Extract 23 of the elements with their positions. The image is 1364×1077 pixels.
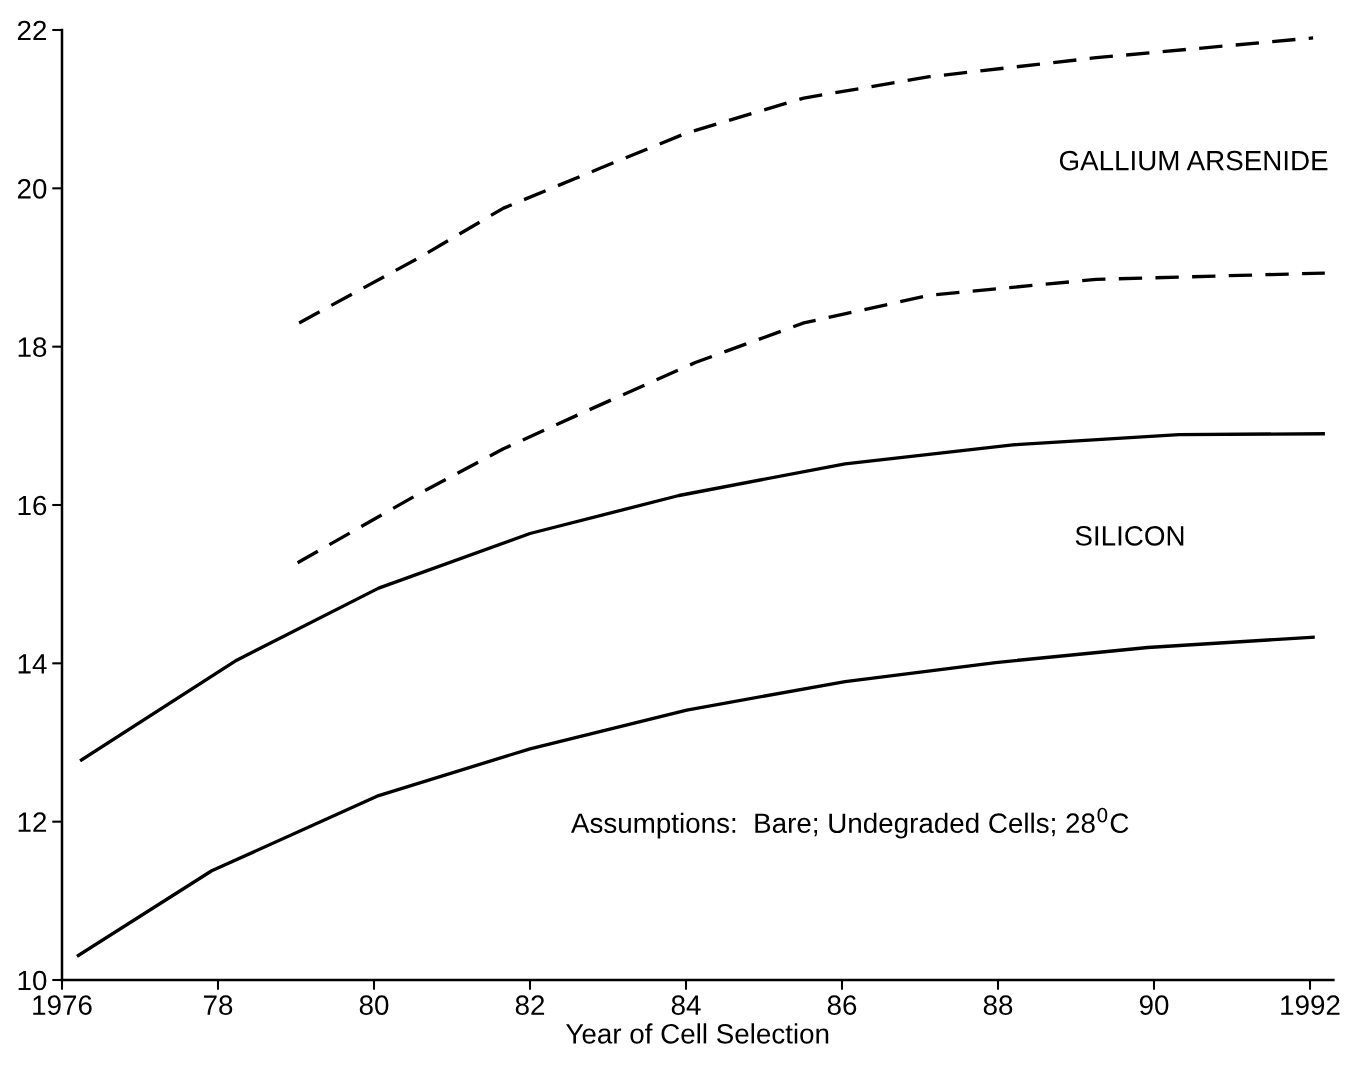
x-tick-label: 1992 <box>1281 995 1340 1015</box>
y-tick-label: 16 <box>18 495 47 516</box>
x-tick-label: 80 <box>359 995 389 1015</box>
line-series <box>76 635 1315 958</box>
y-tick-label: 14 <box>18 654 47 674</box>
annotation: Assumptions: Bare; Undegraded Cells; 28$^{0}$C <box>571 807 1129 839</box>
annotation: GALLIUM ARSENIDE <box>1059 150 1328 171</box>
y-tick-label: 18 <box>18 337 47 358</box>
line-series <box>79 432 1325 762</box>
x-tick-label: 90 <box>1139 995 1169 1015</box>
y-tick-label: 20 <box>17 179 47 199</box>
y-tick-label: 22 <box>17 20 47 41</box>
line-series <box>295 271 1327 565</box>
x-axis-title: Year of Cell Selection <box>566 1023 829 1044</box>
y-tick-label: 12 <box>18 812 47 832</box>
x-tick-label: 1976 <box>33 995 92 1015</box>
annotation: SILICON <box>1075 526 1184 546</box>
x-tick-label: 88 <box>983 995 1013 1015</box>
x-tick-label: 78 <box>203 995 233 1015</box>
y-tick-label: 10 <box>18 970 47 991</box>
x-tick-label: 86 <box>827 995 857 1015</box>
x-tick-label: 82 <box>515 995 545 1015</box>
x-tick-label: 84 <box>671 995 701 1015</box>
